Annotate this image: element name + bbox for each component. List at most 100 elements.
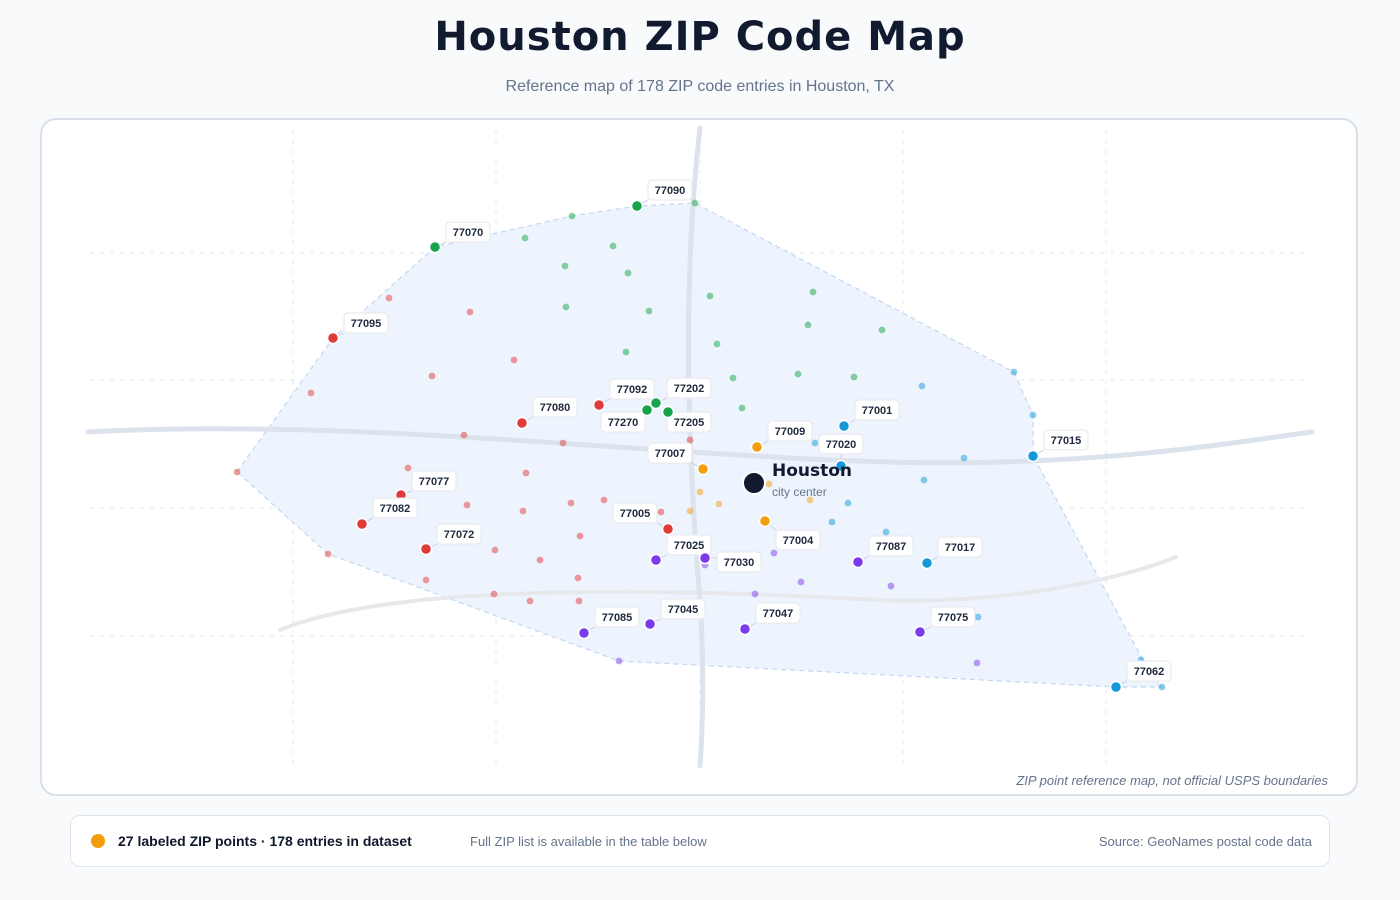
zip-point[interactable] bbox=[1026, 449, 1040, 463]
zip-marker-77004[interactable]: 77004 bbox=[758, 514, 821, 551]
zip-point-small[interactable] bbox=[609, 242, 617, 250]
zip-point-small[interactable] bbox=[960, 454, 968, 462]
zip-point-small[interactable] bbox=[1158, 683, 1166, 691]
zip-point-small[interactable] bbox=[738, 404, 746, 412]
zip-point-small[interactable] bbox=[491, 546, 499, 554]
zip-point[interactable] bbox=[738, 622, 752, 636]
zip-point[interactable] bbox=[355, 517, 369, 531]
zip-point-small[interactable] bbox=[706, 292, 714, 300]
zip-point-small[interactable] bbox=[385, 294, 393, 302]
zip-point-small[interactable] bbox=[686, 436, 694, 444]
zip-point[interactable] bbox=[913, 625, 927, 639]
zip-point-small[interactable] bbox=[574, 574, 582, 582]
zip-marker-77025[interactable]: 77025 bbox=[649, 534, 712, 567]
zip-point-small[interactable] bbox=[850, 373, 858, 381]
map-panel[interactable]: 77090 77070 77095 77092 77202 77080 77270 77205… bbox=[40, 118, 1358, 796]
zip-point-small[interactable] bbox=[522, 469, 530, 477]
zip-marker-77085[interactable]: 77085 bbox=[577, 606, 640, 640]
zip-point-small[interactable] bbox=[463, 501, 471, 509]
zip-point[interactable] bbox=[419, 542, 433, 556]
zip-point-small[interactable] bbox=[918, 382, 926, 390]
zip-point-small[interactable] bbox=[828, 518, 836, 526]
zip-marker-77095[interactable]: 77095 bbox=[326, 312, 389, 345]
zip-marker-77205[interactable]: 77205 bbox=[661, 405, 712, 433]
zip-marker-77047[interactable]: 77047 bbox=[738, 602, 801, 636]
zip-point-small[interactable] bbox=[510, 356, 518, 364]
zip-point[interactable] bbox=[640, 403, 654, 417]
zip-point-small[interactable] bbox=[751, 590, 759, 598]
zip-point-small[interactable] bbox=[794, 370, 802, 378]
zip-marker-77030[interactable]: 77030 bbox=[698, 551, 762, 573]
zip-marker-77020[interactable]: 77020 bbox=[818, 433, 864, 473]
zip-point[interactable] bbox=[1109, 680, 1123, 694]
zip-point[interactable] bbox=[592, 398, 606, 412]
zip-point-small[interactable] bbox=[686, 507, 694, 515]
zip-marker-77045[interactable]: 77045 bbox=[643, 598, 706, 631]
zip-marker-77017[interactable]: 77017 bbox=[920, 536, 983, 570]
zip-marker-77270[interactable]: 77270 bbox=[600, 403, 654, 433]
zip-point-small[interactable] bbox=[657, 508, 665, 516]
zip-point-small[interactable] bbox=[615, 657, 623, 665]
zip-point-small[interactable] bbox=[600, 496, 608, 504]
zip-point-small[interactable] bbox=[622, 348, 630, 356]
zip-marker-77062[interactable]: 77062 bbox=[1109, 660, 1172, 694]
zip-point-small[interactable] bbox=[691, 199, 699, 207]
zip-point[interactable] bbox=[661, 522, 675, 536]
zip-point[interactable] bbox=[577, 626, 591, 640]
zip-point-small[interactable] bbox=[460, 431, 468, 439]
zip-point[interactable] bbox=[696, 462, 710, 476]
zip-point[interactable] bbox=[920, 556, 934, 570]
zip-point[interactable] bbox=[758, 514, 772, 528]
zip-point-small[interactable] bbox=[521, 234, 529, 242]
zip-point[interactable] bbox=[837, 419, 851, 433]
zip-point[interactable] bbox=[428, 240, 442, 254]
zip-point-small[interactable] bbox=[519, 507, 527, 515]
zip-point-small[interactable] bbox=[559, 439, 567, 447]
zip-map[interactable]: 77090 77070 77095 77092 77202 77080 77270 77205… bbox=[40, 118, 1358, 796]
zip-point-small[interactable] bbox=[562, 303, 570, 311]
zip-point[interactable] bbox=[661, 405, 675, 419]
zip-point-small[interactable] bbox=[1010, 368, 1018, 376]
zip-marker-77080[interactable]: 77080 bbox=[515, 396, 578, 430]
zip-point-small[interactable] bbox=[713, 340, 721, 348]
zip-point-small[interactable] bbox=[645, 307, 653, 315]
zip-point-small[interactable] bbox=[770, 549, 778, 557]
zip-point-small[interactable] bbox=[920, 476, 928, 484]
zip-marker-77075[interactable]: 77075 bbox=[913, 606, 976, 639]
zip-point[interactable] bbox=[834, 459, 848, 473]
zip-point-small[interactable] bbox=[404, 464, 412, 472]
zip-point[interactable] bbox=[698, 551, 712, 565]
zip-marker-77001[interactable]: 77001 bbox=[837, 399, 900, 433]
zip-point-small[interactable] bbox=[973, 659, 981, 667]
zip-point[interactable] bbox=[326, 331, 340, 345]
zip-point-small[interactable] bbox=[422, 576, 430, 584]
zip-point[interactable] bbox=[643, 617, 657, 631]
zip-point-small[interactable] bbox=[568, 212, 576, 220]
zip-point[interactable] bbox=[649, 553, 663, 567]
zip-point[interactable] bbox=[750, 440, 764, 454]
zip-point-small[interactable] bbox=[536, 556, 544, 564]
zip-marker-77082[interactable]: 77082 bbox=[355, 497, 418, 531]
zip-marker-77015[interactable]: 77015 bbox=[1026, 429, 1089, 463]
zip-marker-77072[interactable]: 77072 bbox=[419, 523, 482, 556]
zip-point-small[interactable] bbox=[715, 500, 723, 508]
zip-point[interactable] bbox=[515, 416, 529, 430]
zip-marker-77092[interactable]: 77092 bbox=[592, 378, 655, 412]
zip-marker-77202[interactable]: 77202 bbox=[649, 377, 712, 410]
zip-point-small[interactable] bbox=[765, 480, 773, 488]
zip-point-small[interactable] bbox=[1029, 411, 1037, 419]
zip-marker-77087[interactable]: 77087 bbox=[851, 535, 914, 569]
zip-point-small[interactable] bbox=[882, 528, 890, 536]
zip-point-small[interactable] bbox=[811, 439, 819, 447]
zip-point[interactable] bbox=[851, 555, 865, 569]
zip-point-small[interactable] bbox=[624, 269, 632, 277]
zip-point-small[interactable] bbox=[809, 288, 817, 296]
zip-point-small[interactable] bbox=[466, 308, 474, 316]
zip-point[interactable] bbox=[630, 199, 644, 213]
city-center-marker[interactable]: Houston city center bbox=[742, 461, 852, 499]
zip-marker-77007[interactable]: 77007 bbox=[647, 442, 710, 476]
zip-point[interactable] bbox=[649, 396, 663, 410]
zip-marker-77009[interactable]: 77009 bbox=[750, 420, 813, 454]
zip-point-small[interactable] bbox=[797, 578, 805, 586]
zip-point-small[interactable] bbox=[567, 499, 575, 507]
